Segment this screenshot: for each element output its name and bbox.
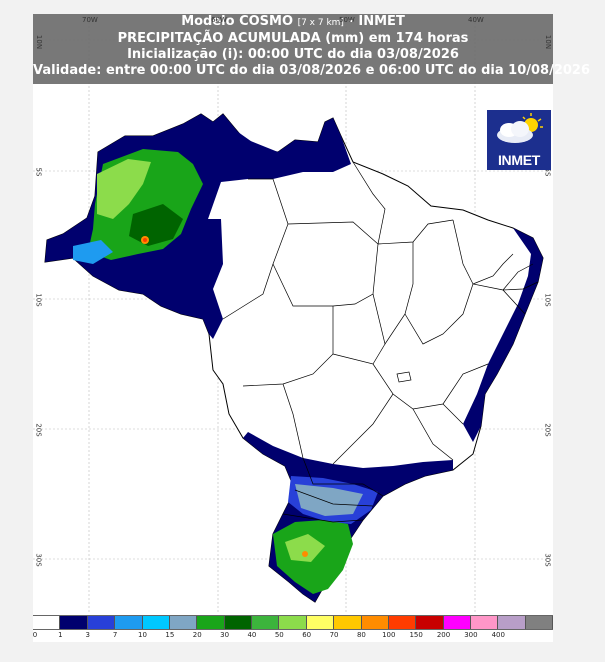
- logo-text: INMET: [497, 152, 541, 168]
- legend-label: 20: [192, 631, 202, 639]
- title-line-3: Inicialização (i): 00:00 UTC do dia 03/0…: [127, 47, 459, 62]
- legend-swatch: [115, 616, 143, 629]
- precip-south-steel: [295, 484, 363, 516]
- legend-swatch: [252, 616, 280, 629]
- precip-nw-peak-core: [143, 238, 147, 242]
- lat-label: 10S: [543, 293, 552, 307]
- legend-swatch: [142, 616, 170, 629]
- legend-swatch: [279, 616, 307, 629]
- precip-east-coast: [463, 228, 543, 442]
- title-line-2: PRECIPITAÇÃO ACUMULADA (mm) em 174 horas: [117, 31, 469, 46]
- lon-label: 40W: [468, 16, 484, 24]
- legend-label: 300: [464, 631, 478, 639]
- legend-swatch: [416, 616, 444, 629]
- legend-swatch: [388, 616, 417, 629]
- inmet-logo: INMET: [487, 110, 551, 170]
- lat-label: 30S: [34, 553, 43, 567]
- precip-south-lightgreen: [285, 534, 325, 562]
- title-block: Modelo COSMO [7 x 7 km] - INMET PRECIPIT…: [33, 14, 591, 84]
- legend-label: 80: [356, 631, 366, 639]
- legend-swatch: [525, 616, 554, 629]
- legend-label: 15: [165, 631, 175, 639]
- model-name: Modelo COSMO: [181, 14, 294, 29]
- lon-label: 60W: [211, 16, 227, 24]
- lat-label: 30S: [543, 553, 552, 567]
- legend-label: 30: [220, 631, 230, 639]
- model-resolution: [7 x 7 km]: [297, 18, 344, 28]
- legend-label: 150: [409, 631, 423, 639]
- precip-nw-lightgreen: [97, 159, 151, 219]
- legend-label: 10: [138, 631, 147, 639]
- legend-swatch: [443, 616, 471, 629]
- lat-label: 20S: [543, 423, 552, 437]
- legend-swatch: [197, 616, 225, 629]
- title-line-1: Modelo COSMO [7 x 7 km] - INMET: [33, 14, 553, 31]
- lat-label: 10N: [35, 34, 44, 50]
- precip-south-peak: [302, 551, 308, 557]
- lon-label: 70W: [82, 16, 98, 24]
- legend-swatch: [498, 616, 526, 629]
- lat-label: 10N: [544, 34, 553, 50]
- legend-label: 50: [274, 631, 284, 639]
- legend-label: 0: [32, 631, 38, 639]
- legend-swatch: [361, 616, 389, 629]
- precip-nw-darkgreen: [129, 204, 183, 246]
- legend-label: 40: [247, 631, 257, 639]
- legend-swatch: [169, 616, 198, 629]
- legend-label: 100: [382, 631, 396, 639]
- legend-swatch: [87, 616, 116, 629]
- legend-swatch: [224, 616, 252, 629]
- map-frame: Modelo COSMO [7 x 7 km] - INMET PRECIPIT…: [33, 14, 591, 643]
- model-source: - INMET: [348, 14, 405, 29]
- legend-label: 7: [112, 631, 118, 639]
- title-line-4: Validade: entre 00:00 UTC do dia 03/08/2…: [33, 63, 591, 78]
- precipitation-map: [33, 14, 553, 614]
- legend-label: 400: [491, 631, 505, 639]
- lat-label: 20S: [34, 423, 43, 437]
- cloud-sun-icon: [497, 113, 543, 143]
- legend-swatch: [60, 616, 88, 629]
- state-borders: [222, 161, 539, 523]
- precip-north-strip: [233, 118, 351, 179]
- legend-colorbar: [33, 615, 554, 630]
- lat-label: 5S: [34, 167, 43, 177]
- legend-swatch: [306, 616, 335, 629]
- legend-label: 1: [58, 631, 63, 639]
- legend-swatch: [471, 616, 499, 629]
- legend-label: 70: [329, 631, 339, 639]
- legend-label: 3: [85, 631, 90, 639]
- precip-nw-cyan: [73, 240, 113, 264]
- legend-swatch: [334, 616, 362, 629]
- legend-swatch: [33, 616, 61, 629]
- legend-label: 200: [436, 631, 451, 639]
- legend-label: 60: [302, 631, 312, 639]
- lat-label: 10S: [34, 293, 43, 307]
- lon-label: 50W: [339, 16, 355, 24]
- legend-labels: 0 1 3 7 10 15 20 30 40 50 60 70 80 100 150 200 300 400: [33, 631, 553, 643]
